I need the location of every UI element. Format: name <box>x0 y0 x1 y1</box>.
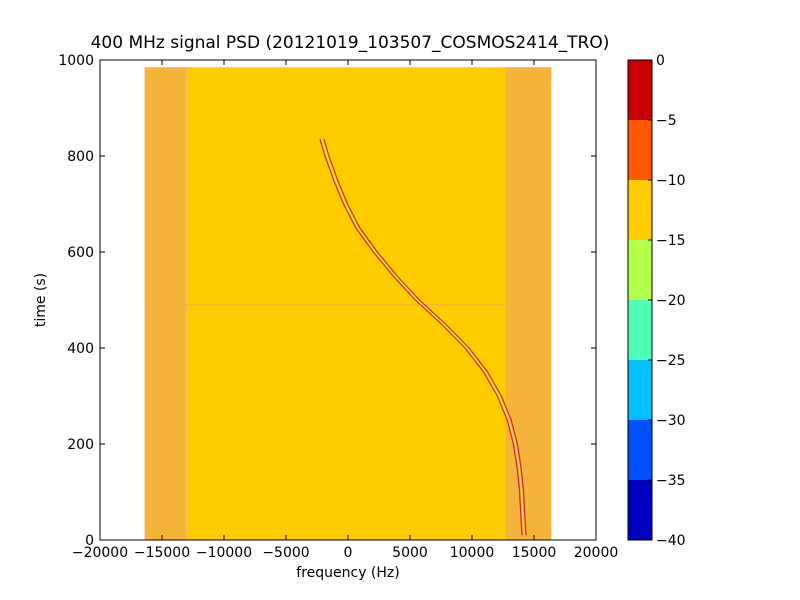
colorbar-band <box>628 300 652 360</box>
y-tick-label: 600 <box>67 245 94 261</box>
psd-region-1 <box>186 67 506 540</box>
colorbar: 0 −5 −10 −15 −20 −25 −30 −35 −40 <box>627 53 686 549</box>
x-tick-label: 15000 <box>512 545 557 561</box>
y-axis-label: time (s) <box>33 273 49 327</box>
colorbar-band <box>628 480 652 540</box>
colorbar-tick-label: −35 <box>656 473 686 489</box>
y-tick-label: 0 <box>85 533 94 549</box>
y-tick-label: 400 <box>67 341 94 357</box>
y-tick-label: 1000 <box>58 53 94 69</box>
psd-region-2 <box>505 67 552 540</box>
x-tick-label: −10000 <box>196 545 252 561</box>
x-tick-label: 0 <box>344 545 353 561</box>
colorbar-band <box>628 240 652 300</box>
x-tick-label: 10000 <box>450 545 495 561</box>
x-tick-label: 5000 <box>392 545 428 561</box>
chart-title: 400 MHz signal PSD (20121019_103507_COSM… <box>91 33 610 53</box>
colorbar-band <box>628 60 652 120</box>
x-tick-label: −15000 <box>134 545 190 561</box>
colorbar-tick-label: −10 <box>656 173 686 189</box>
y-tick-label: 200 <box>67 437 94 453</box>
plot-area <box>99 59 597 541</box>
colorbar-tick-label: −5 <box>656 113 677 129</box>
colorbar-tick-label: −30 <box>656 413 686 429</box>
colorbar-tick-label: −15 <box>656 233 686 249</box>
signal-trace-core <box>321 139 525 536</box>
x-tick-label: −5000 <box>262 545 309 561</box>
colorbar-band <box>628 360 652 420</box>
colorbar-band <box>628 180 652 240</box>
x-axis-label: frequency (Hz) <box>296 565 399 581</box>
colorbar-tick-label: −40 <box>656 533 686 549</box>
colorbar-band <box>628 420 652 480</box>
signal-trace-right <box>323 139 527 536</box>
colorbar-tick-label: −25 <box>656 353 686 369</box>
y-tick-label: 800 <box>67 149 94 165</box>
colorbar-tick-label: 0 <box>656 53 665 69</box>
x-tick-label: 20000 <box>574 545 619 561</box>
x-tick-label: −20000 <box>72 545 128 561</box>
colorbar-band <box>628 120 652 180</box>
signal-trace-left <box>319 139 523 536</box>
colorbar-tick-label: −20 <box>656 293 686 309</box>
psd-region-0 <box>144 67 187 540</box>
y-axis: 0 200 400 600 800 1000 <box>58 53 596 549</box>
x-axis: −20000 −15000 −10000 −5000 0 5000 10000 15000 20… <box>72 60 618 561</box>
